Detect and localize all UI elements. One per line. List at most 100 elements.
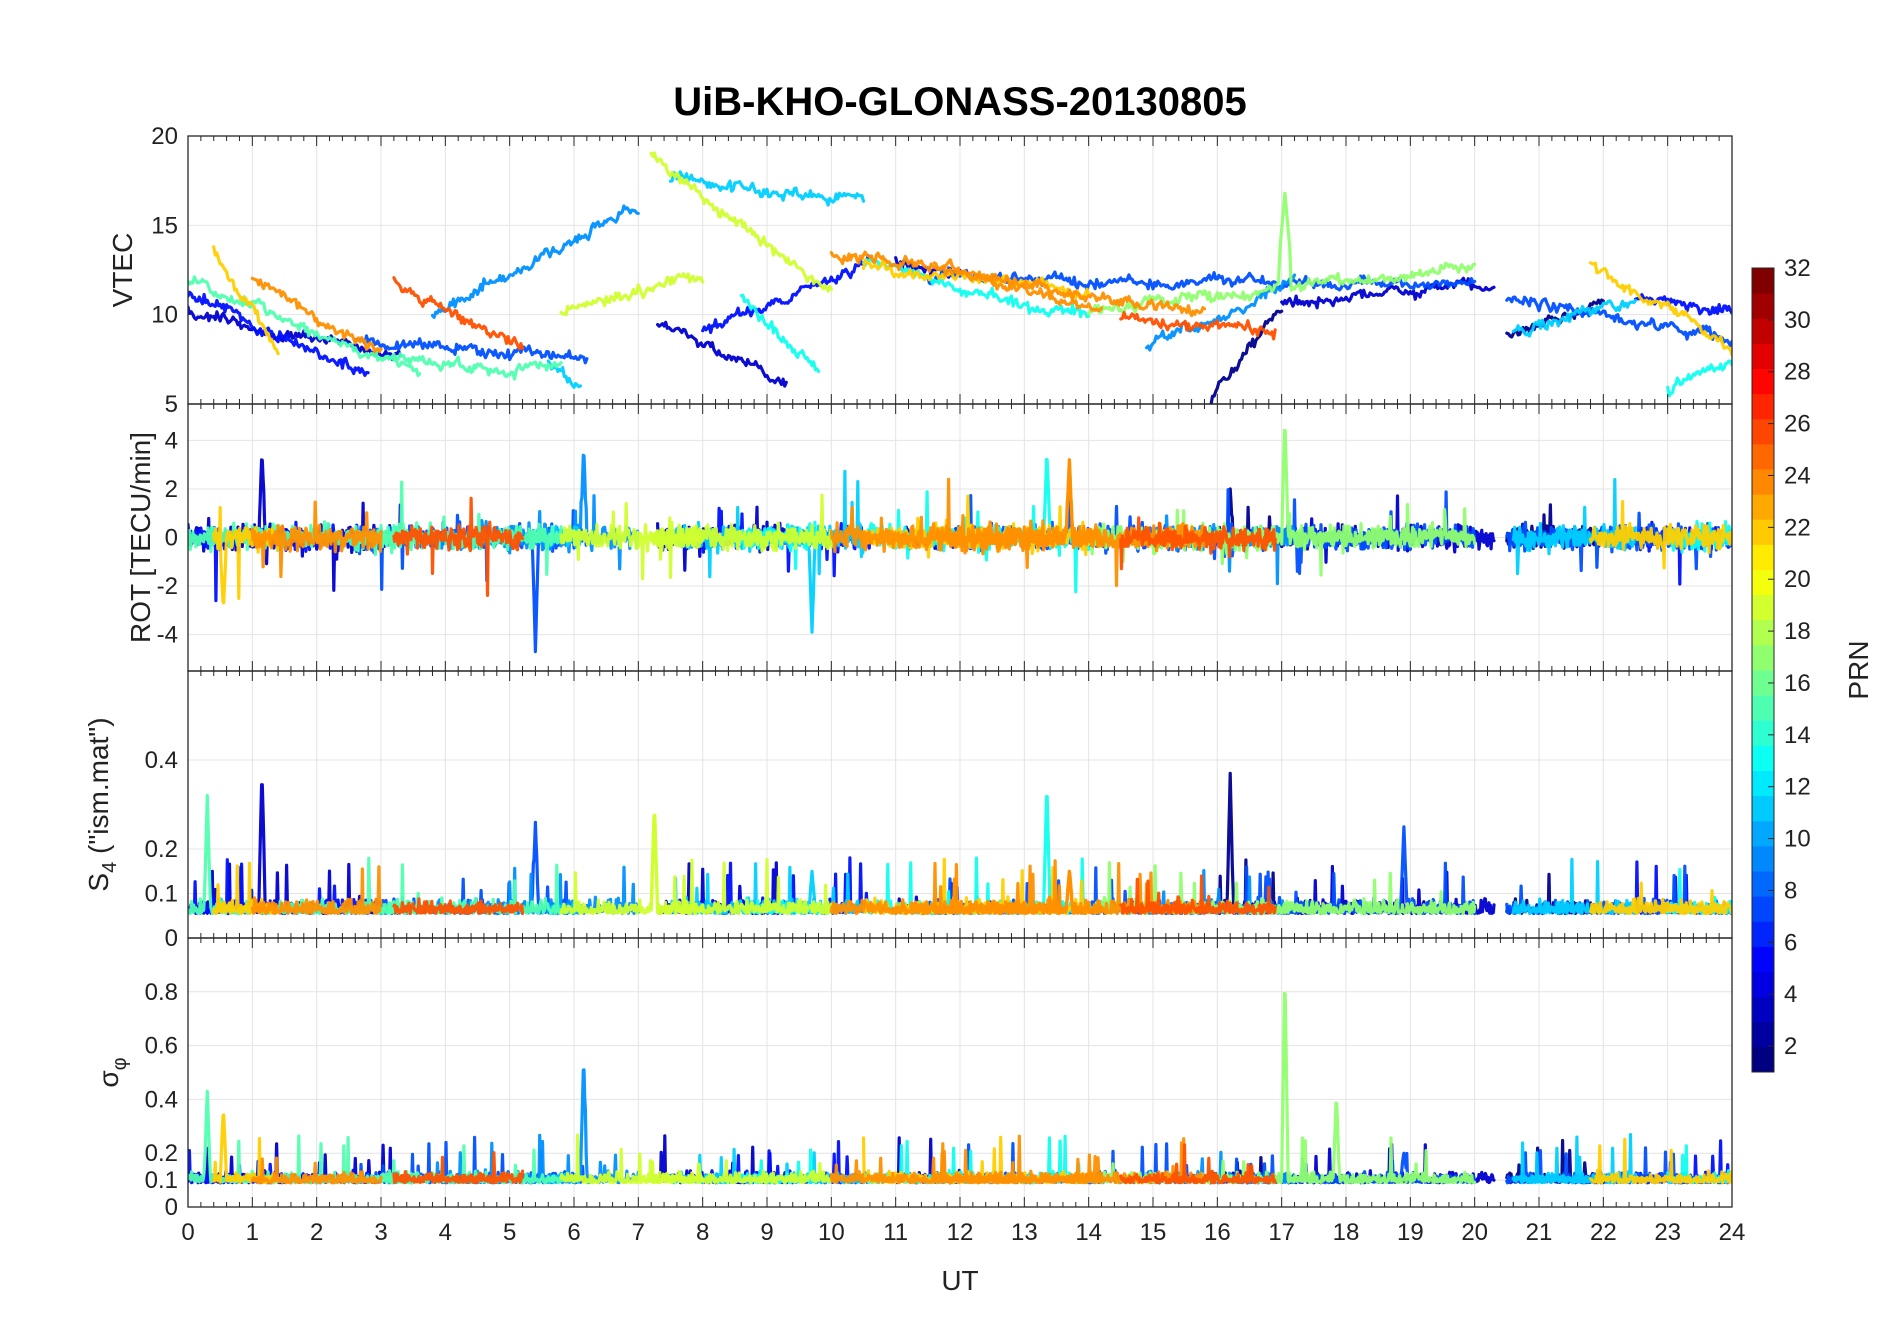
sigma-line-prn-21: [1588, 1137, 1732, 1185]
y-axis-label-main: S: [83, 873, 114, 892]
vtec-line-prn-21: [212, 245, 280, 356]
vtec-line-prn-21: [1588, 261, 1732, 357]
rot-line-prn-9: [430, 453, 640, 571]
series-group: [188, 991, 1732, 1185]
colorbar-band: [1752, 644, 1774, 671]
y-axis-label-vtec: VTEC: [107, 233, 138, 308]
y-tick-label: -4: [157, 622, 178, 649]
rot-line-prn-23: [932, 458, 1104, 556]
y-tick-label: 0.4: [145, 1086, 178, 1113]
series-group: [188, 428, 1732, 654]
colorbar-band: [1752, 619, 1774, 646]
x-tick-label: 17: [1268, 1219, 1295, 1246]
colorbar-band: [1752, 544, 1774, 570]
x-tick-label: 9: [760, 1219, 773, 1246]
sigma-line-prn-23: [250, 1156, 383, 1185]
x-tick-label: 22: [1590, 1219, 1617, 1246]
colorbar-band: [1752, 318, 1774, 344]
y-tick-label: 0.1: [145, 1167, 178, 1194]
vtec-line-prn-23: [250, 276, 383, 354]
x-tick-label: 8: [696, 1219, 709, 1246]
colorbar-band: [1752, 996, 1774, 1023]
y-axis-label-main: σ: [93, 1070, 124, 1087]
vtec-line-prn-3: [656, 320, 788, 388]
y-tick-label: 0.2: [145, 836, 178, 863]
colorbar-label: PRN: [1843, 640, 1874, 699]
colorbar-tick-label: 6: [1784, 929, 1797, 956]
rot-line-prn-21: [1588, 500, 1732, 570]
colorbar-tick-label: 18: [1784, 618, 1811, 645]
colorbar-tick-label: 20: [1784, 566, 1811, 593]
rot-line-prn-25: [392, 496, 525, 597]
s4-line-prn-21: [1588, 881, 1732, 916]
colorbar-tick-label: 24: [1784, 462, 1811, 489]
vtec-line-prn-7: [926, 266, 1477, 292]
sigma-line-prn-23: [932, 1134, 1104, 1185]
colorbar-band: [1752, 871, 1774, 897]
vtec-line-prn-23: [829, 250, 1207, 318]
x-tick-label: 16: [1204, 1219, 1231, 1246]
s4-line-prn-23: [250, 865, 383, 916]
vtec-line-prn-5: [1633, 293, 1732, 316]
vtec-line-prn-19: [559, 272, 705, 317]
colorbar-tick-label: 32: [1784, 255, 1811, 282]
vtec-line-prn-13: [739, 293, 821, 373]
chart-title: UiB-KHO-GLONASS-20130805: [673, 80, 1247, 124]
colorbar-band: [1752, 494, 1774, 520]
x-tick-label: 6: [567, 1219, 580, 1246]
y-axis-label-main: VTEC: [107, 233, 138, 308]
colorbar-tick-label: 14: [1784, 722, 1811, 749]
rot-line-prn-25: [1119, 516, 1277, 571]
x-tick-label: 3: [374, 1219, 387, 1246]
sigma-line-prn-25: [1119, 1143, 1277, 1185]
colorbar-band: [1752, 820, 1774, 847]
s4-line-prn-23: [932, 859, 1104, 916]
colorbar-band: [1752, 393, 1774, 420]
y-axis-label-rot: ROT [TECU/min]: [125, 432, 156, 643]
y-tick-label: 20: [151, 123, 178, 150]
colorbar-band: [1752, 845, 1774, 872]
y-tick-label: 0.2: [145, 1140, 178, 1167]
colorbar-band: [1752, 946, 1774, 972]
x-tick-label: 18: [1333, 1219, 1360, 1246]
vtec-line-prn-25: [1119, 311, 1277, 341]
x-tick-label: 19: [1397, 1219, 1424, 1246]
y-tick-label: -2: [157, 573, 178, 600]
sigma-line-prn-25: [392, 1151, 525, 1185]
vtec-line-prn-17: [1087, 191, 1477, 316]
colorbar-band: [1752, 519, 1774, 545]
colorbar-tick-label: 12: [1784, 774, 1811, 801]
y-tick-label: 0.6: [145, 1033, 178, 1060]
colorbar-tick-label: 2: [1784, 1033, 1797, 1060]
colorbar-band: [1752, 971, 1774, 998]
rot-line-prn-23: [250, 500, 383, 579]
y-tick-label: 0: [165, 525, 178, 552]
x-tick-label: 1: [246, 1219, 259, 1246]
vtec-line-prn-11: [546, 359, 582, 389]
y-axis-label-subscript: φ: [109, 1057, 131, 1070]
colorbar-band: [1752, 720, 1774, 746]
y-axis-label-main: ROT [TECU/min]: [125, 432, 156, 643]
y-tick-label: 0.1: [145, 881, 178, 908]
colorbar-band: [1752, 569, 1774, 596]
y-axis-label-sigma: σφ: [93, 1057, 131, 1087]
x-axis-label: UT: [941, 1265, 978, 1296]
vtec-line-prn-25: [392, 276, 525, 351]
colorbar-tick-label: 16: [1784, 670, 1811, 697]
sigma-line-prn-19: [559, 1133, 705, 1185]
colorbar-band: [1752, 293, 1774, 319]
x-tick-label: 11: [883, 1219, 908, 1246]
rot-line-prn-21: [212, 506, 280, 605]
vtec-line-prn-23: [932, 258, 1104, 313]
y-tick-label: 15: [151, 212, 178, 239]
vtec-line-prn-15: [379, 352, 563, 381]
s4-line-prn-19: [649, 813, 833, 915]
y-tick-label: 0.8: [145, 979, 178, 1006]
panel-rot: -4 -2 0 2 4 ROT [TECU/min]: [125, 403, 1733, 672]
vtec-line-prn-5: [188, 290, 370, 377]
vtec-line-prn-15: [188, 275, 422, 378]
colorbar-band: [1752, 268, 1774, 294]
x-tick-label: 13: [1011, 1219, 1038, 1246]
